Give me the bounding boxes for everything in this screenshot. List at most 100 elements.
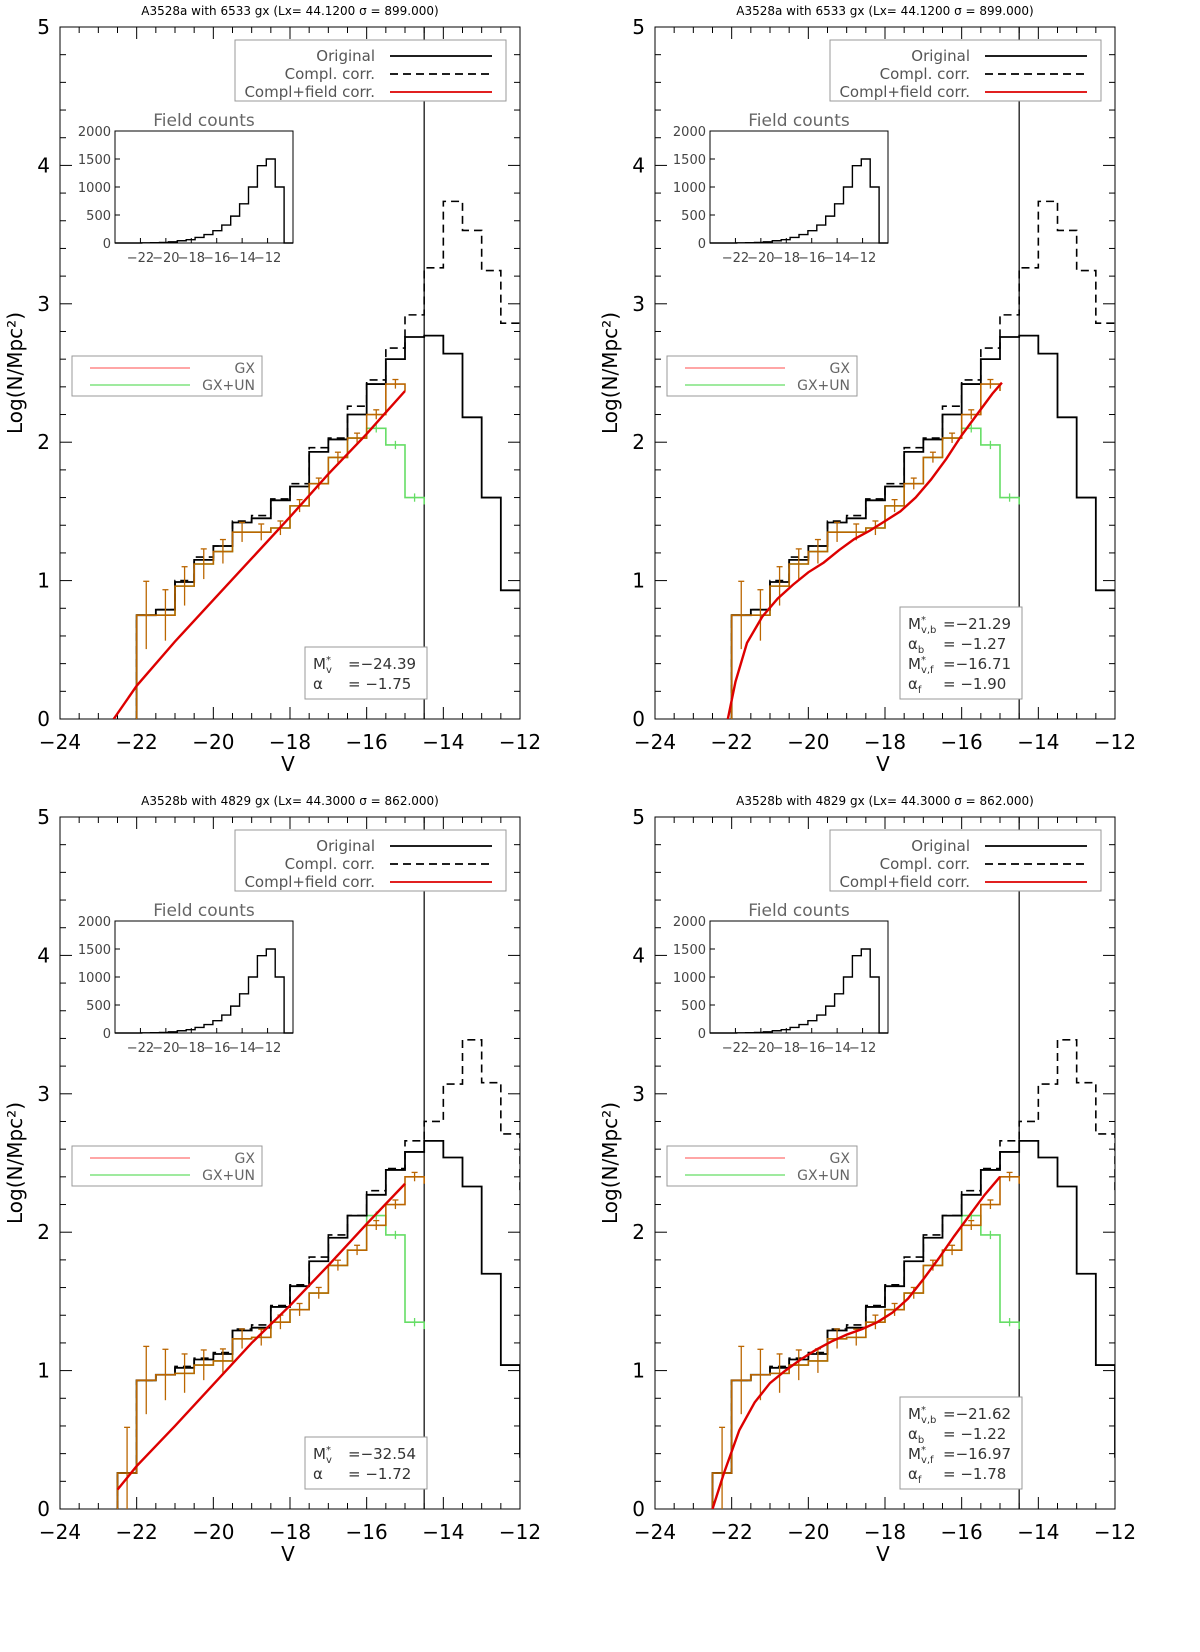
y-tick-label: 5 <box>632 805 645 829</box>
legend-frame <box>829 39 1102 102</box>
inset-x-label: −20 <box>152 1041 179 1056</box>
inset-x-label: −12 <box>254 251 281 266</box>
param-value: =−21.62 <box>943 1405 1011 1423</box>
legend-label: Compl. corr. <box>880 65 970 83</box>
legend-label: Original <box>911 47 970 65</box>
x-tick-label: −20 <box>787 1520 829 1544</box>
fit-params-box: M* v =−24.39 α = −1.75 <box>304 646 428 700</box>
inset-frame <box>709 920 889 1034</box>
inset-histogram <box>115 158 293 244</box>
param-value: = −1.27 <box>943 635 1006 653</box>
inset-x-label: −14 <box>228 1041 255 1056</box>
legend2-frame <box>666 1145 858 1187</box>
x-tick-label: −22 <box>116 1520 158 1544</box>
param-symbol: M <box>908 1445 921 1463</box>
inset-x-label: −16 <box>798 251 825 266</box>
inset-frame <box>114 920 294 1034</box>
inset-y-label: 1500 <box>673 153 706 168</box>
inset-x-label: −22 <box>722 1041 749 1056</box>
series-original <box>711 1139 1115 1509</box>
param-sup: * <box>326 655 331 666</box>
fit-params-frame <box>899 606 1023 700</box>
param-symbol: M <box>313 1445 326 1463</box>
y-tick-label: 4 <box>632 153 645 177</box>
param-value: = −1.75 <box>348 675 411 693</box>
y-axis-label: Log(N/Mpc²) <box>3 1102 27 1224</box>
x-tick-label: −12 <box>499 1520 541 1544</box>
inset-x-label: −14 <box>823 251 850 266</box>
param-value: = −1.22 <box>943 1425 1006 1443</box>
fit-curve <box>726 381 1003 719</box>
y-tick-label: 3 <box>37 292 50 316</box>
x-axis-label: V <box>281 1542 295 1566</box>
inset-x-label: −22 <box>722 251 749 266</box>
y-axis-label: Log(N/Mpc²) <box>598 1102 622 1224</box>
param-sup: * <box>921 1445 926 1456</box>
x-tick-label: −22 <box>711 1520 753 1544</box>
fit-curve <box>711 1176 1001 1509</box>
legend2-label: GX <box>830 1151 851 1167</box>
legend-label: Compl+field corr. <box>244 873 375 891</box>
inset-title: Field counts <box>748 901 850 921</box>
fit-param: M* v,f =−16.71 <box>908 655 1011 676</box>
legend-label: Compl. corr. <box>285 855 375 873</box>
x-tick-label: −24 <box>634 1520 676 1544</box>
chart-title: A3528b with 4829 gx (Lx= 44.3000 σ = 862… <box>141 794 439 808</box>
inset-title: Field counts <box>153 111 255 131</box>
legend-label: Compl. corr. <box>880 855 970 873</box>
y-tick-label: 1 <box>37 1359 50 1383</box>
inset-y-label: 500 <box>681 999 706 1014</box>
param-value: = −1.90 <box>943 675 1006 693</box>
param-sup: * <box>921 615 926 626</box>
param-sup: * <box>921 1405 926 1416</box>
y-tick-label: 0 <box>37 1497 50 1521</box>
fit-param: α = −1.72 <box>313 1465 411 1483</box>
legend-label: Compl+field corr. <box>839 83 970 101</box>
inset-x-label: −18 <box>178 1041 205 1056</box>
param-symbol: α <box>908 1465 918 1483</box>
inset-y-label: 1500 <box>78 943 111 958</box>
data-layer <box>726 200 1115 719</box>
x-tick-label: −24 <box>39 730 81 754</box>
y-tick-label: 4 <box>37 943 50 967</box>
legend-frame <box>234 39 507 102</box>
x-tick-label: −12 <box>1094 730 1136 754</box>
inset-x-label: −16 <box>203 251 230 266</box>
fit-param: α = −1.75 <box>313 675 411 693</box>
y-tick-label: 0 <box>632 707 645 731</box>
x-tick-label: −14 <box>422 1520 464 1544</box>
param-symbol: M <box>313 655 326 673</box>
x-tick-label: −18 <box>269 1520 311 1544</box>
legend2-label: GX+UN <box>202 378 255 394</box>
param-symbol: M <box>908 615 921 633</box>
param-value: = −1.78 <box>943 1465 1006 1483</box>
x-tick-label: −20 <box>787 730 829 754</box>
data-layer <box>112 200 520 719</box>
x-tick-label: −22 <box>711 730 753 754</box>
legend-frame <box>829 829 1102 892</box>
legend2-label: GX+UN <box>202 1168 255 1184</box>
fit-param: αf = −1.78 <box>908 1465 1006 1486</box>
x-tick-label: −24 <box>39 1520 81 1544</box>
panel-4: A3528b with 4829 gx (Lx= 44.3000 σ = 862… <box>598 794 1136 1566</box>
param-symbol: M <box>908 655 921 673</box>
legend2-label: GX <box>830 361 851 377</box>
y-tick-label: 1 <box>632 1359 645 1383</box>
fit-params-frame <box>304 646 428 700</box>
legend2-label: GX <box>235 361 256 377</box>
series-original <box>116 1139 520 1509</box>
inset-y-label: 1500 <box>673 943 706 958</box>
y-tick-label: 2 <box>37 1220 50 1244</box>
x-tick-label: −14 <box>1017 1520 1059 1544</box>
x-tick-label: −14 <box>422 730 464 754</box>
inset-x-label: −22 <box>127 1041 154 1056</box>
inset-x-label: −20 <box>152 251 179 266</box>
y-tick-label: 4 <box>632 943 645 967</box>
inset-y-label: 1000 <box>78 181 111 196</box>
field-counts-inset: Field counts 2000 1500 1000 500 0 −22−20−18−16… <box>78 901 294 1056</box>
